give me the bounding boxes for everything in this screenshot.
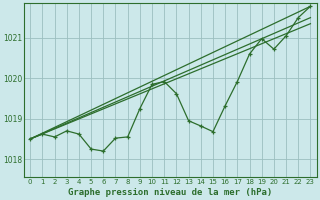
X-axis label: Graphe pression niveau de la mer (hPa): Graphe pression niveau de la mer (hPa): [68, 188, 272, 197]
